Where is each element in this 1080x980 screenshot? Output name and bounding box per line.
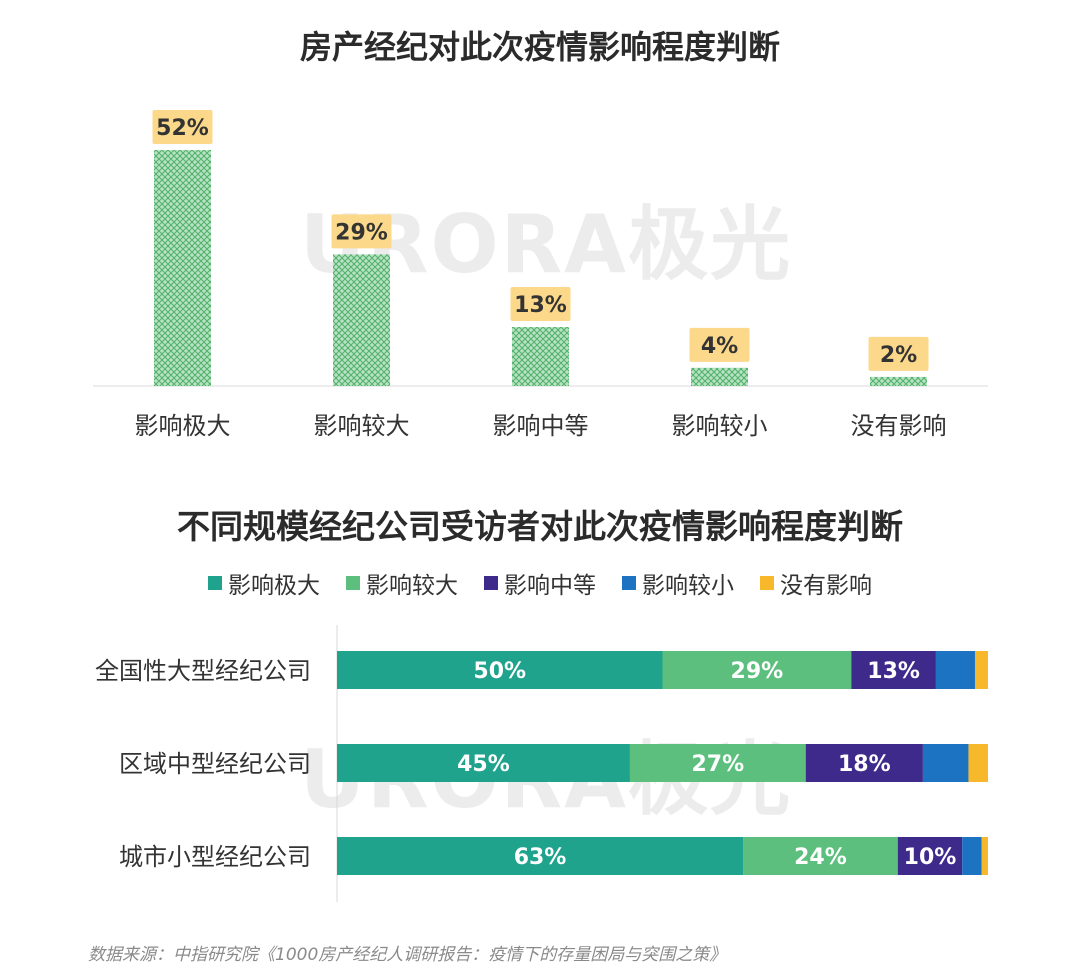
legend-swatch-3 [484,576,498,590]
legend-swatch-4 [622,576,636,590]
chart2-legend: 影响极大 影响较大 影响中等 影响较小 没有影响 [0,566,1080,600]
column-bar-3 [512,327,569,386]
bar-category-label-1: 全国性大型经纪公司 [95,657,311,685]
column-value-label-bg-2 [331,214,392,249]
legend-label-5: 没有影响 [780,573,872,599]
bar-value-label-r2-s2: 27% [691,752,744,777]
bar-value-label-r2-s3: 18% [838,752,891,777]
column-category-label-3: 影响中等 [493,412,589,440]
bar-segment-r2-s4 [922,744,969,782]
bar-segment-r1-s4 [935,651,975,689]
bar-segment-r3-s4 [962,837,982,875]
legend-item-2: 影响较大 [346,566,458,600]
legend-item-5: 没有影响 [760,566,872,600]
column-value-label-bg-4 [689,327,750,362]
column-value-label-4: 4% [701,334,738,359]
bar-segment-r3-s5 [981,837,988,875]
column-chart: 52% 影响极大 29% 影响较大 13% 影响中等 4% 影响较小 2% 没有影响 [93,110,988,440]
column-value-label-1: 52% [156,116,209,141]
bar-segment-r2-s3 [805,744,923,782]
bar-value-label-r3-s3: 10% [904,845,957,870]
column-category-label-4: 影响较小 [672,412,768,440]
bar-segment-r1-s2 [662,651,852,689]
bar-segment-r3-s3 [897,837,963,875]
bar-segment-r1-s5 [974,651,988,689]
bar-value-label-r1-s1: 50% [473,659,526,684]
column-value-label-bg-1 [152,110,213,144]
chart1-title: 房产经纪对此次疫情影响程度判断 [299,28,780,66]
bar-category-label-3: 城市小型经纪公司 [119,843,311,871]
legend-label-4: 影响较小 [642,573,734,599]
source-note: 数据来源：中指研究院《1000房产经纪人调研报告：疫情下的存量困局与突围之策》 [88,945,727,965]
legend-item-1: 影响极大 [208,566,320,600]
legend-item-3: 影响中等 [484,566,596,600]
bar-segment-r2-s1 [337,744,630,782]
legend-swatch-5 [760,576,774,590]
legend-label-1: 影响极大 [228,573,320,599]
chart2-title: 不同规模经纪公司受访者对此次疫情影响程度判断 [177,507,903,546]
column-category-label-2: 影响较大 [314,412,410,440]
legend-swatch-1 [208,576,222,590]
bar-segment-r3-s1 [337,837,744,875]
bar-category-label-2: 区域中型经纪公司 [119,750,311,778]
legend-item-4: 影响较小 [622,566,734,600]
bar-value-label-r1-s3: 13% [867,659,920,684]
column-value-label-3: 13% [514,293,567,318]
bar-segment-r3-s2 [743,837,898,875]
column-bar-5 [870,376,927,386]
column-bar-2 [333,254,390,386]
column-bar-4 [691,367,748,386]
bar-value-label-r3-s2: 24% [794,845,847,870]
column-value-label-5: 2% [880,343,917,368]
legend-swatch-2 [346,576,360,590]
bar-segment-r1-s1 [337,651,663,689]
bar-value-label-r3-s1: 63% [514,845,567,870]
legend-label-3: 影响中等 [504,573,596,599]
bar-value-label-r2-s1: 45% [457,752,510,777]
column-category-label-1: 影响极大 [135,412,231,440]
column-bar-1 [154,150,211,386]
bar-segment-r2-s2 [629,744,806,782]
bar-value-label-r1-s2: 29% [731,659,784,684]
column-value-label-bg-5 [868,336,929,371]
column-value-label-bg-3 [510,287,571,321]
column-value-label-2: 29% [335,220,388,245]
column-category-label-5: 没有影响 [851,412,947,440]
bar-segment-r1-s3 [851,651,936,689]
bar-segment-r2-s5 [968,744,988,782]
legend-label-2: 影响较大 [366,573,458,599]
